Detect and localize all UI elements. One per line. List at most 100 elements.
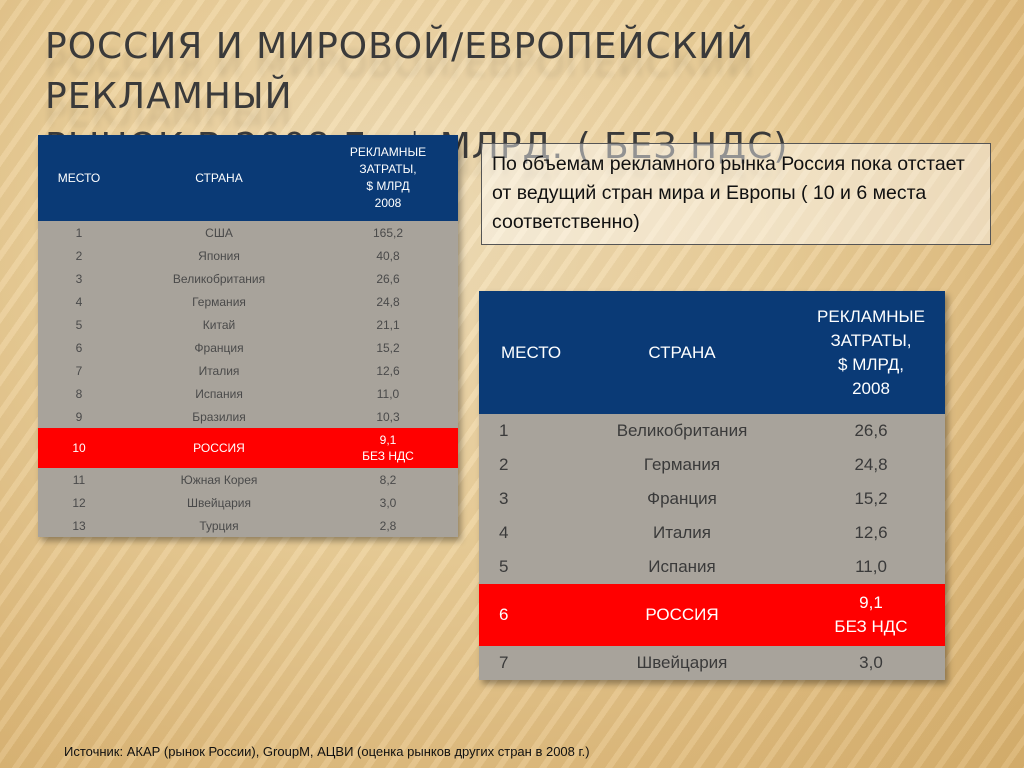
cell-place: 1 [38,221,120,244]
cell-ad-spend: 11,0 [797,550,945,584]
cell-ad-spend: 15,2 [318,336,458,359]
cell-ad-spend-line: 9,1 [379,433,397,447]
header-ad-spend: РЕКЛАМНЫЕ ЗАТРАТЫ, $ МЛРД 2008 [318,135,458,221]
header-place: МЕСТО [38,135,120,221]
cell-place: 8 [38,382,120,405]
header-country: СТРАНА [120,135,318,221]
cell-ad-spend: 2,8 [318,514,458,537]
table-row: 3 Франция 15,2 [479,482,945,516]
cell-place: 6 [38,336,120,359]
cell-ad-spend: 3,0 [797,646,945,680]
cell-ad-spend: 12,6 [797,516,945,550]
cell-country: Турция [120,514,318,537]
cell-ad-spend: 10,3 [318,405,458,428]
cell-place: 6 [479,584,567,646]
cell-ad-spend: 9,1 БЕЗ НДС [797,584,945,646]
table-row: 9 Бразилия 10,3 [38,405,458,428]
header-ad-spend-line: 2008 [374,196,402,210]
table-row: 3 Великобритания 26,6 [38,267,458,290]
header-ad-spend-line: ЗАТРАТЫ, [359,162,417,176]
cell-place: 10 [38,428,120,468]
cell-country: Япония [120,244,318,267]
table-row: 1 США 165,2 [38,221,458,244]
slide-title: РОССИЯ И МИРОВОЙ/ЕВРОПЕЙСКИЙ РЕКЛАМНЫЙ Р… [45,22,1005,172]
cell-country: Швейцария [567,646,797,680]
cell-country: Италия [567,516,797,550]
cell-place: 1 [479,414,567,448]
cell-country: Франция [120,336,318,359]
table-row: 1 Великобритания 26,6 [479,414,945,448]
cell-place: 3 [479,482,567,516]
table-row: 5 Испания 11,0 [479,550,945,584]
cell-ad-spend: 9,1 БЕЗ НДС [318,428,458,468]
cell-place: 11 [38,468,120,491]
cell-country: Испания [567,550,797,584]
table-row-highlighted: 10 РОССИЯ 9,1 БЕЗ НДС [38,428,458,468]
cell-ad-spend: 165,2 [318,221,458,244]
table-row: 2 Япония 40,8 [38,244,458,267]
cell-ad-spend-line: 9,1 [859,593,883,612]
table-row: 7 Швейцария 3,0 [479,646,945,680]
header-ad-spend-line: РЕКЛАМНЫЕ [817,306,925,326]
cell-country: Южная Корея [120,468,318,491]
cell-place: 4 [38,290,120,313]
cell-country: США [120,221,318,244]
header-place: МЕСТО [479,291,567,414]
header-ad-spend-line: ЗАТРАТЫ, [830,330,912,350]
table-row: 4 Италия 12,6 [479,516,945,550]
table-header-row: МЕСТО СТРАНА РЕКЛАМНЫЕ ЗАТРАТЫ, $ МЛРД, … [479,291,945,414]
table-row: 7 Италия 12,6 [38,359,458,382]
cell-place: 5 [479,550,567,584]
cell-ad-spend: 26,6 [797,414,945,448]
cell-country: Бразилия [120,405,318,428]
source-footnote: Источник: АКАР (рынок России), GroupM, А… [64,744,590,759]
cell-ad-spend: 21,1 [318,313,458,336]
cell-ad-spend: 24,8 [797,448,945,482]
header-ad-spend-line: 2008 [852,378,890,398]
cell-ad-spend: 40,8 [318,244,458,267]
table-row: 13 Турция 2,8 [38,514,458,537]
header-country: СТРАНА [567,291,797,414]
table-row: 2 Германия 24,8 [479,448,945,482]
header-ad-spend-line: $ МЛРД [366,179,410,193]
cell-ad-spend: 15,2 [797,482,945,516]
cell-country: Китай [120,313,318,336]
table-row: 8 Испания 11,0 [38,382,458,405]
cell-country: Великобритания [120,267,318,290]
summary-note: По объемам рекламного рынка Россия пока … [481,143,991,245]
cell-country: Германия [120,290,318,313]
cell-place: 12 [38,491,120,514]
cell-country: Испания [120,382,318,405]
header-ad-spend-line: РЕКЛАМНЫЕ [349,145,427,159]
cell-place: 7 [479,646,567,680]
cell-ad-spend: 11,0 [318,382,458,405]
table-row-highlighted: 6 РОССИЯ 9,1 БЕЗ НДС [479,584,945,646]
cell-country: Великобритания [567,414,797,448]
slide-title-line1: РОССИЯ И МИРОВОЙ/ЕВРОПЕЙСКИЙ РЕКЛАМНЫЙ [45,26,754,117]
table-row: 5 Китай 21,1 [38,313,458,336]
cell-ad-spend: 26,6 [318,267,458,290]
cell-ad-spend: 8,2 [318,468,458,491]
cell-ad-spend: 24,8 [318,290,458,313]
cell-ad-spend-line: БЕЗ НДС [362,449,414,463]
cell-place: 3 [38,267,120,290]
cell-country: РОССИЯ [120,428,318,468]
cell-country: Швейцария [120,491,318,514]
cell-country: Германия [567,448,797,482]
cell-place: 7 [38,359,120,382]
cell-ad-spend: 12,6 [318,359,458,382]
table-header-row: МЕСТО СТРАНА РЕКЛАМНЫЕ ЗАТРАТЫ, $ МЛРД 2… [38,135,458,221]
table-row: 6 Франция 15,2 [38,336,458,359]
table-row: 11 Южная Корея 8,2 [38,468,458,491]
cell-ad-spend: 3,0 [318,491,458,514]
cell-place: 2 [38,244,120,267]
cell-place: 5 [38,313,120,336]
europe-ad-market-table: МЕСТО СТРАНА РЕКЛАМНЫЕ ЗАТРАТЫ, $ МЛРД, … [479,291,945,680]
header-ad-spend-line: $ МЛРД, [838,354,904,374]
cell-place: 13 [38,514,120,537]
table-row: 12 Швейцария 3,0 [38,491,458,514]
world-ad-market-table: МЕСТО СТРАНА РЕКЛАМНЫЕ ЗАТРАТЫ, $ МЛРД 2… [38,135,458,537]
table-row: 4 Германия 24,8 [38,290,458,313]
cell-place: 4 [479,516,567,550]
cell-place: 2 [479,448,567,482]
